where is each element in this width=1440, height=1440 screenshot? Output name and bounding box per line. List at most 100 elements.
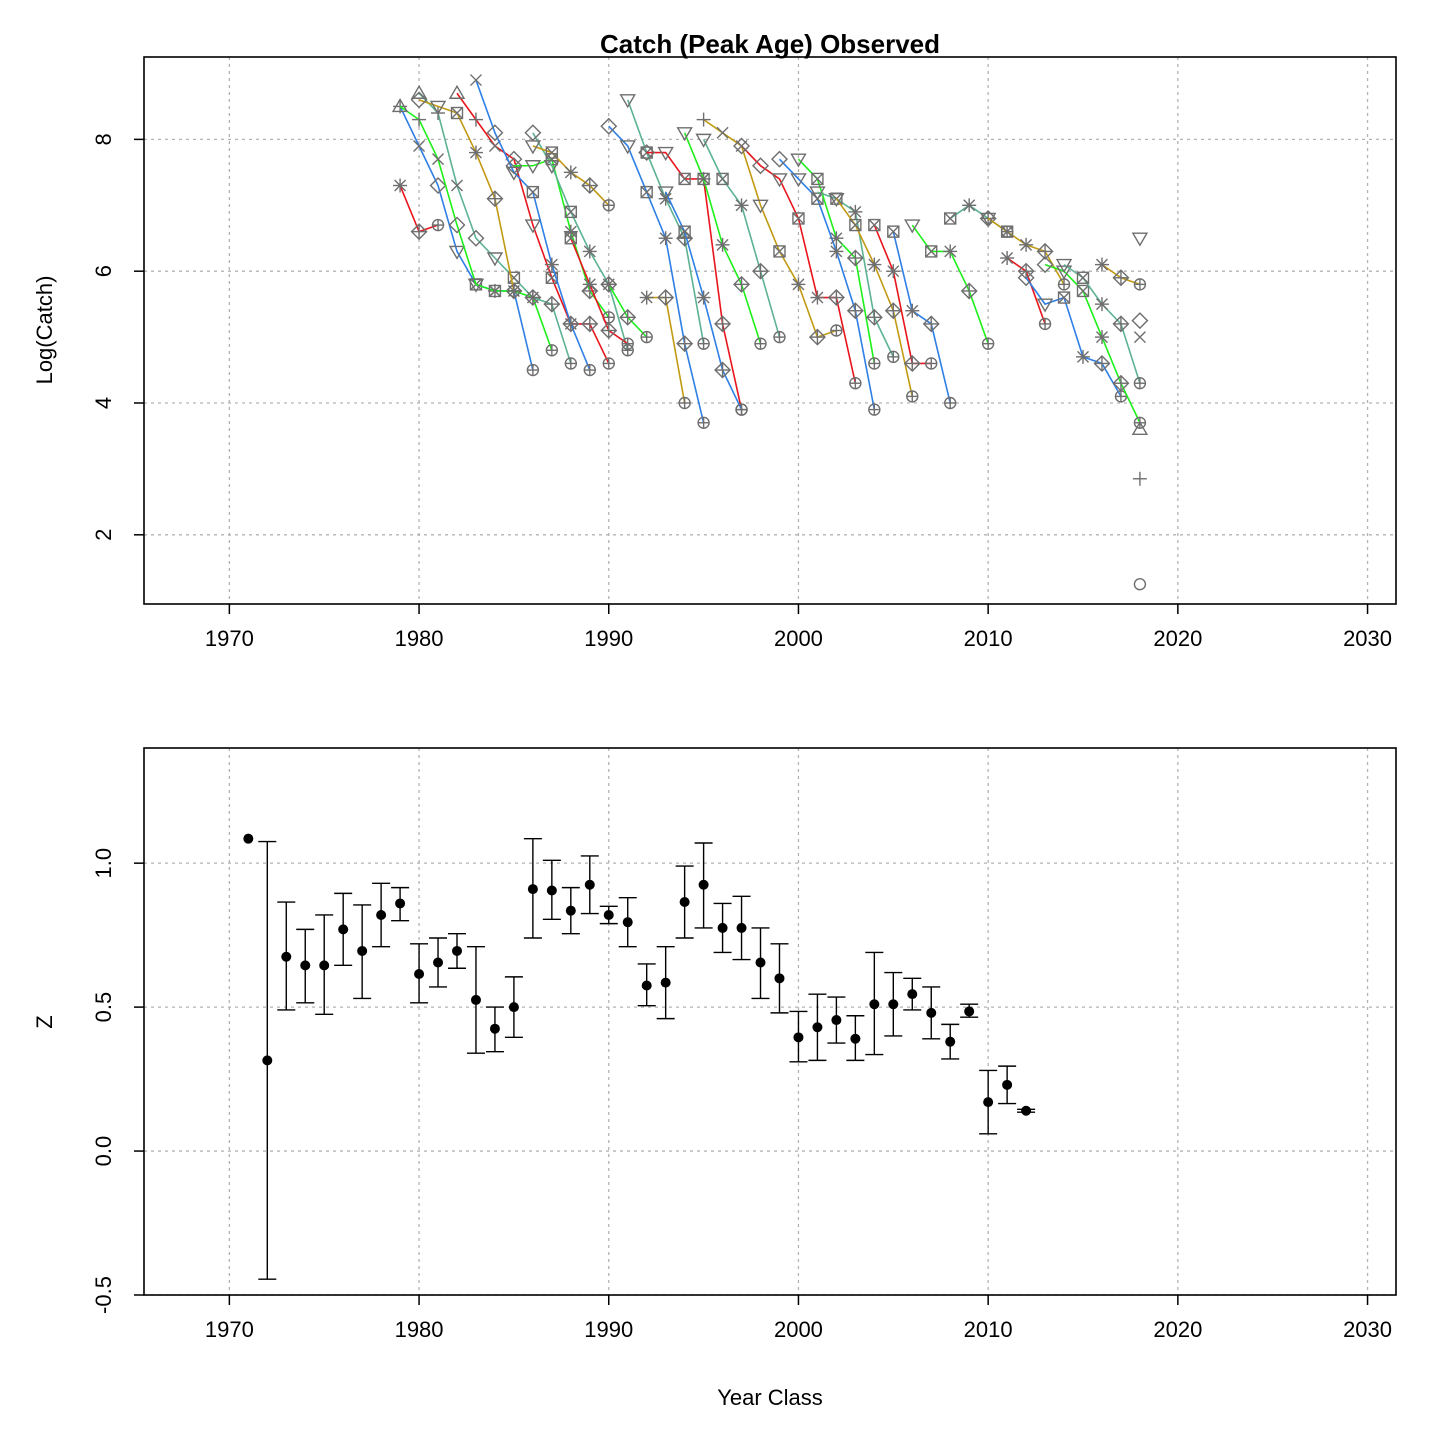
z-estimate <box>960 1003 979 1018</box>
cross-marker <box>451 179 463 192</box>
marker-d2 <box>432 153 445 166</box>
marker-d2 <box>1001 225 1014 238</box>
boxed-cross-marker <box>944 212 957 225</box>
z-estimate <box>391 886 410 922</box>
star-marker <box>867 257 882 272</box>
cohort-series <box>887 225 957 410</box>
boxed-cross-marker <box>773 245 786 258</box>
plus-marker <box>1132 471 1147 486</box>
marker-diamond <box>1093 354 1111 372</box>
cohort-series <box>393 178 445 241</box>
z-estimate <box>485 1006 504 1053</box>
z-estimate <box>296 928 315 1004</box>
boxed-cross-marker <box>1000 225 1014 238</box>
marker-down-triangle <box>1055 258 1073 273</box>
marker-d2 <box>451 179 463 192</box>
marker-triangle <box>410 84 428 99</box>
plus-diamond-marker <box>865 308 883 326</box>
marker-box <box>716 172 729 186</box>
circle-plus-marker <box>1133 377 1147 390</box>
marker-box <box>678 172 691 186</box>
plus-diamond-marker <box>846 302 864 320</box>
marker-triangle <box>448 84 466 99</box>
star-marker <box>1094 257 1109 272</box>
circle-plus-marker <box>830 324 843 337</box>
marker-down-triangle <box>467 278 485 293</box>
cohort-line <box>911 224 989 344</box>
marker-d2 <box>469 146 482 159</box>
x-tick-label: 2020 <box>1153 1317 1202 1342</box>
cohort-line <box>873 224 932 365</box>
marker-down-triangle <box>979 212 997 227</box>
z-estimate <box>808 993 827 1062</box>
marker-d2 <box>830 245 843 258</box>
y-tick-label: 0.0 <box>91 1136 116 1167</box>
down-triangle-marker <box>505 166 523 181</box>
z-point <box>395 898 406 909</box>
marker-box <box>773 245 786 258</box>
marker-d2 <box>1001 252 1014 265</box>
down-triangle-marker <box>1055 265 1073 280</box>
marker-d2 <box>697 291 710 304</box>
marker-d2 <box>1095 258 1108 271</box>
marker-box <box>1057 291 1071 304</box>
marker-box <box>678 225 691 238</box>
plus-diamond-marker <box>543 295 561 313</box>
star-marker <box>810 290 825 305</box>
cohort-series <box>1017 269 1128 403</box>
plus-diamond-marker <box>619 308 637 326</box>
cohort-line <box>626 99 705 344</box>
z-point <box>319 960 330 971</box>
marker-down-triangle <box>1055 265 1073 280</box>
marker-d2 <box>640 186 653 199</box>
marker-diamond <box>619 308 637 326</box>
y-tick-label: 0.5 <box>91 992 116 1023</box>
marker-d2 <box>735 139 748 152</box>
z-estimate <box>277 901 296 1011</box>
marker-diamond <box>676 335 694 353</box>
down-triangle-marker <box>619 94 636 109</box>
cross-marker <box>488 139 501 152</box>
star-marker <box>525 290 540 305</box>
catch-y-axis: 2 4 6 8 <box>91 133 144 541</box>
marker-diamond <box>1036 242 1054 260</box>
z-point <box>622 917 633 928</box>
circle-plus-marker <box>697 337 710 350</box>
cohort-series <box>979 212 1071 291</box>
plus-marker <box>696 112 711 127</box>
diamond-marker <box>752 157 770 175</box>
circle-plus-marker <box>1057 278 1071 291</box>
diamond-marker <box>410 91 428 109</box>
z-estimate <box>410 943 429 1004</box>
marker-down-triangle <box>543 160 561 175</box>
z-estimate <box>656 945 675 1020</box>
marker-down-triangle <box>524 140 542 155</box>
cohort-series <box>790 153 881 370</box>
x-tick-label: 2010 <box>964 626 1013 651</box>
marker-box <box>564 205 578 219</box>
y-tick-label: 2 <box>91 529 116 541</box>
star-marker <box>829 231 844 246</box>
z-estimate <box>523 837 542 939</box>
chart-title: Catch (Peak Age) Observed <box>600 29 940 59</box>
marker-d2 <box>564 232 577 245</box>
plus-diamond-marker <box>676 335 694 353</box>
boxed-cross-marker <box>868 218 881 232</box>
marker-d2 <box>413 139 426 152</box>
circle-plus-marker <box>849 377 862 390</box>
marker-diamond <box>638 144 656 162</box>
diamond-marker <box>429 177 447 195</box>
circle-plus-marker <box>981 337 995 350</box>
boxed-cross-marker <box>1076 271 1090 284</box>
boxed-cross-marker <box>450 106 464 120</box>
cohort-series <box>809 186 900 364</box>
marker-diamond <box>429 177 447 195</box>
marker-diamond <box>467 229 485 247</box>
z-point <box>281 951 292 962</box>
z-estimate <box>637 963 656 1007</box>
marker-diamond <box>884 302 902 320</box>
marker-d2 <box>830 232 843 245</box>
diamond-marker <box>467 229 485 247</box>
plus-diamond-marker <box>1093 354 1111 372</box>
circle-plus-marker <box>564 357 578 370</box>
